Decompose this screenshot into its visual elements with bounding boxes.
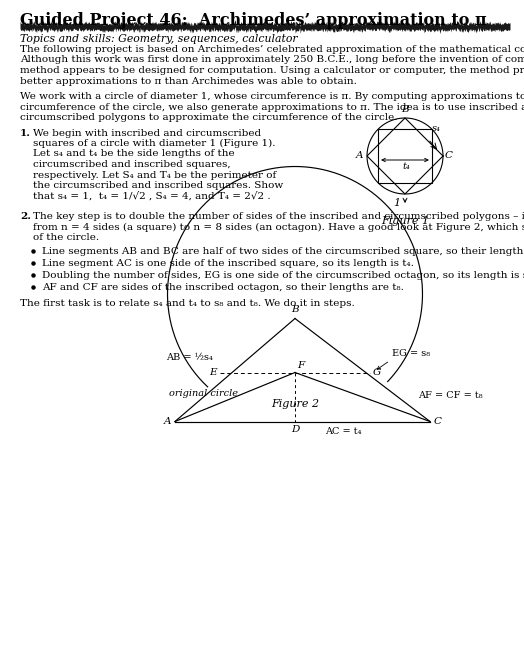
Text: from n = 4 sides (a square) to n = 8 sides (an octagon). Have a good look at Fig: from n = 4 sides (a square) to n = 8 sid… — [33, 222, 524, 232]
Text: t₄: t₄ — [402, 162, 410, 171]
Text: A: A — [355, 151, 363, 159]
Text: D: D — [291, 424, 299, 434]
Text: Figure 2: Figure 2 — [271, 399, 319, 409]
Text: 2.: 2. — [20, 212, 31, 221]
Text: Doubling the number of sides, EG is one side of the circumscribed octagon, so it: Doubling the number of sides, EG is one … — [42, 272, 524, 280]
Text: circumference of the circle, we also generate approximations to π. The idea is t: circumference of the circle, we also gen… — [20, 103, 524, 111]
Text: Let s₄ and t₄ be the side lengths of the: Let s₄ and t₄ be the side lengths of the — [33, 149, 235, 159]
Text: F: F — [297, 361, 304, 370]
Text: the circumscribed and inscribed squares. Show: the circumscribed and inscribed squares.… — [33, 181, 283, 190]
Text: B: B — [291, 305, 299, 315]
Text: The following project is based on Archimedes’ celebrated approximation of the ma: The following project is based on Archim… — [20, 45, 524, 54]
Text: of the circle.: of the circle. — [33, 233, 99, 242]
Text: method appears to be designed for computation. Using a calculator or computer, t: method appears to be designed for comput… — [20, 66, 524, 75]
Text: C: C — [445, 151, 453, 159]
Text: Line segment AC is one side of the inscribed square, so its length is t₄.: Line segment AC is one side of the inscr… — [42, 259, 414, 268]
Text: squares of a circle with diameter 1 (Figure 1).: squares of a circle with diameter 1 (Fig… — [33, 139, 276, 148]
Text: Figure 1: Figure 1 — [381, 216, 429, 226]
Text: circumscribed polygons to approximate the circumference of the circle.: circumscribed polygons to approximate th… — [20, 113, 398, 122]
Text: Topics and skills: Geometry, sequences, calculator: Topics and skills: Geometry, sequences, … — [20, 34, 298, 44]
Text: AB = ½s₄: AB = ½s₄ — [166, 353, 213, 362]
Text: better approximations to π than Archimedes was able to obtain.: better approximations to π than Archimed… — [20, 76, 357, 86]
Text: circumscribed and inscribed squares,: circumscribed and inscribed squares, — [33, 160, 231, 169]
Text: Although this work was first done in approximately 250 B.C.E., long before the i: Although this work was first done in app… — [20, 55, 524, 64]
Text: that s₄ = 1,  t₄ = 1/√2 , S₄ = 4, and T₄ = 2√2 .: that s₄ = 1, t₄ = 1/√2 , S₄ = 4, and T₄ … — [33, 191, 270, 201]
Text: B: B — [401, 105, 409, 114]
Text: AF = CF = t₈: AF = CF = t₈ — [418, 390, 483, 399]
Text: C: C — [434, 417, 442, 426]
Text: We work with a circle of diameter 1, whose circumference is π. By computing appr: We work with a circle of diameter 1, who… — [20, 92, 524, 101]
Text: EG = s₈: EG = s₈ — [392, 349, 430, 359]
Text: 1: 1 — [394, 198, 400, 208]
Text: AF and CF are sides of the inscribed octagon, so their lengths are t₈.: AF and CF are sides of the inscribed oct… — [42, 284, 404, 293]
Text: The first task is to relate s₄ and t₄ to s₈ and t₈. We do it in steps.: The first task is to relate s₄ and t₄ to… — [20, 299, 355, 307]
Text: A: A — [163, 417, 171, 426]
Text: respectively. Let S₄ and T₄ be the perimeter of: respectively. Let S₄ and T₄ be the perim… — [33, 170, 276, 180]
Text: We begin with inscribed and circumscribed: We begin with inscribed and circumscribe… — [33, 128, 261, 138]
Text: The key step is to double the number of sides of the inscribed and circumscribed: The key step is to double the number of … — [33, 212, 524, 221]
Text: AC = t₄: AC = t₄ — [325, 426, 362, 436]
Text: original circle: original circle — [169, 389, 238, 398]
Text: Line segments AB and BC are half of two sides of the circumscribed square, so th: Line segments AB and BC are half of two … — [42, 247, 524, 257]
Text: G: G — [373, 368, 381, 377]
Text: 1.: 1. — [20, 128, 31, 138]
Text: E: E — [210, 368, 217, 377]
Text: s₄: s₄ — [432, 124, 441, 133]
Text: Guided Project 46:  Archimedes’ approximation to π: Guided Project 46: Archimedes’ approxima… — [20, 12, 487, 29]
